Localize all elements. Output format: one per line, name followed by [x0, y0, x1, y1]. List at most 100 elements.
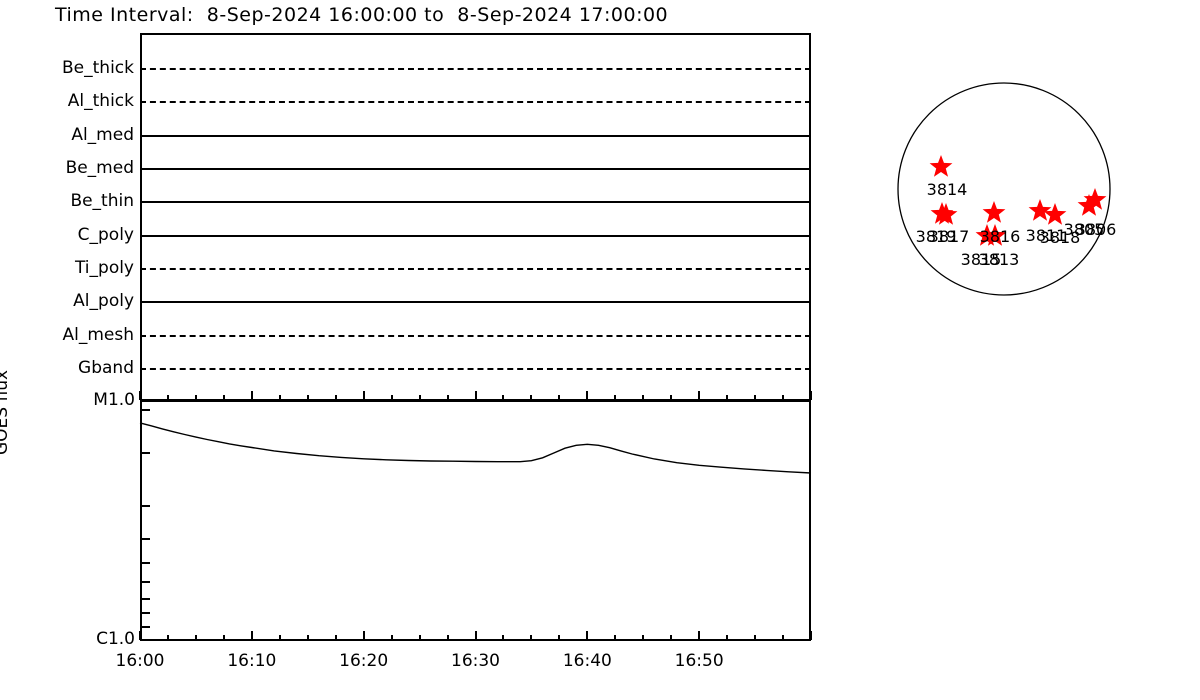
filter-line-al_mesh	[140, 335, 811, 337]
filter-label-al_mesh: Al_mesh	[62, 325, 134, 345]
filter-axis-tick	[334, 395, 337, 400]
flux-x-tick	[390, 635, 393, 640]
filter-line-be_thin	[140, 201, 811, 203]
flux-x-tick	[502, 635, 505, 640]
filter-axis-tick	[586, 391, 589, 400]
filter-line-be_med	[140, 168, 811, 170]
flux-x-tick	[166, 635, 169, 640]
flux-y-tick	[141, 580, 150, 583]
filter-line-ti_poly	[140, 268, 811, 270]
filter-label-be_med: Be_med	[65, 158, 134, 178]
filter-axis-tick	[306, 395, 309, 400]
filter-axis-tick	[530, 395, 533, 400]
flux-x-tick	[642, 635, 645, 640]
filter-line-c_poly	[140, 235, 811, 237]
filter-axis-tick	[614, 395, 617, 400]
filter-axis-tick	[166, 395, 169, 400]
filter-label-ti_poly: Ti_poly	[74, 258, 134, 278]
active-region-label-3811: 3811	[1025, 226, 1067, 245]
y-axis-title: GOES flux	[0, 369, 12, 455]
flux-y-tick	[141, 625, 150, 628]
filter-axis-tick	[390, 395, 393, 400]
filter-axis-tick	[698, 391, 701, 400]
filter-axis-tick	[726, 395, 729, 400]
y-axis-top-label: M1.0	[93, 390, 135, 410]
filter-line-gband	[140, 368, 811, 370]
filter-label-gband: Gband	[78, 358, 134, 378]
filter-label-al_poly: Al_poly	[73, 291, 134, 311]
active-region-label-3814: 3814	[926, 180, 968, 199]
flux-x-tick	[558, 635, 561, 640]
flux-y-tick	[141, 408, 150, 411]
y-axis-bottom-label: C1.0	[96, 629, 135, 649]
x-axis-tick-label: 16:20	[339, 651, 389, 671]
filter-timeline-panel	[140, 33, 811, 401]
active-region-star-3817	[934, 203, 958, 225]
flux-x-tick	[250, 631, 253, 640]
flux-x-tick	[139, 631, 141, 640]
filter-axis-tick	[754, 395, 757, 400]
active-region-label-3817: 3817	[928, 227, 970, 246]
flux-x-tick	[222, 635, 225, 640]
filter-axis-tick	[558, 395, 561, 400]
flux-y-tick	[141, 597, 150, 600]
active-region-label-3806: 3806	[1075, 220, 1117, 239]
filter-label-be_thin: Be_thin	[70, 191, 134, 211]
flux-x-tick	[614, 635, 617, 640]
filter-axis-tick	[278, 395, 281, 400]
flux-y-tick	[141, 537, 150, 540]
flux-x-tick	[306, 635, 309, 640]
active-region-label-3818: 3818	[1039, 228, 1081, 247]
active-region-label-3805: 3805	[1063, 220, 1105, 239]
flux-x-tick	[334, 635, 337, 640]
active-region-label-3813: 3813	[978, 250, 1020, 269]
filter-label-be_thick: Be_thick	[62, 58, 134, 78]
page-title: Time Interval: 8-Sep-2024 16:00:00 to 8-…	[55, 4, 669, 26]
flux-x-tick	[754, 635, 757, 640]
filter-axis-tick	[502, 395, 505, 400]
filter-axis-tick	[362, 391, 365, 400]
flux-y-tick	[141, 505, 150, 508]
flux-x-tick	[194, 635, 197, 640]
flux-x-tick	[726, 635, 729, 640]
filter-axis-tick	[642, 395, 645, 400]
flux-x-tick	[810, 631, 812, 640]
x-axis-tick-label: 16:00	[115, 651, 165, 671]
filter-line-al_med	[140, 135, 811, 137]
filter-label-al_med: Al_med	[71, 125, 134, 145]
flux-x-tick	[418, 635, 421, 640]
x-axis-tick-label: 16:50	[674, 651, 724, 671]
flux-x-tick	[278, 635, 281, 640]
filter-axis-tick	[222, 395, 225, 400]
x-axis-tick-label: 16:40	[562, 651, 612, 671]
flux-x-tick	[782, 635, 785, 640]
filter-label-al_thick: Al_thick	[67, 91, 134, 111]
active-region-star-3806	[1083, 188, 1107, 210]
x-axis-tick-label: 16:10	[227, 651, 277, 671]
flux-x-tick	[530, 635, 533, 640]
flux-x-tick	[586, 631, 589, 640]
filter-label-c_poly: C_poly	[77, 225, 134, 245]
filter-line-al_poly	[140, 301, 811, 303]
active-region-star-3805	[1077, 194, 1101, 216]
filter-axis-tick	[670, 395, 673, 400]
filter-line-be_thick	[140, 68, 811, 70]
filter-line-al_thick	[140, 101, 811, 103]
goes-flux-panel	[140, 400, 811, 641]
x-axis-tick-label: 16:30	[451, 651, 500, 671]
filter-axis-tick	[194, 395, 197, 400]
flux-y-tick	[141, 561, 150, 564]
flux-y-tick	[141, 452, 150, 455]
flux-x-tick	[670, 635, 673, 640]
flux-x-tick	[474, 631, 477, 640]
filter-axis-tick	[810, 391, 812, 400]
filter-axis-tick	[139, 391, 141, 400]
flux-x-tick	[446, 635, 449, 640]
flux-x-tick	[698, 631, 701, 640]
flux-x-tick	[362, 631, 365, 640]
active-region-star-3819	[930, 202, 954, 224]
active-region-label-3819: 3819	[915, 227, 957, 246]
filter-axis-tick	[446, 395, 449, 400]
active-region-star-3816	[982, 201, 1006, 223]
